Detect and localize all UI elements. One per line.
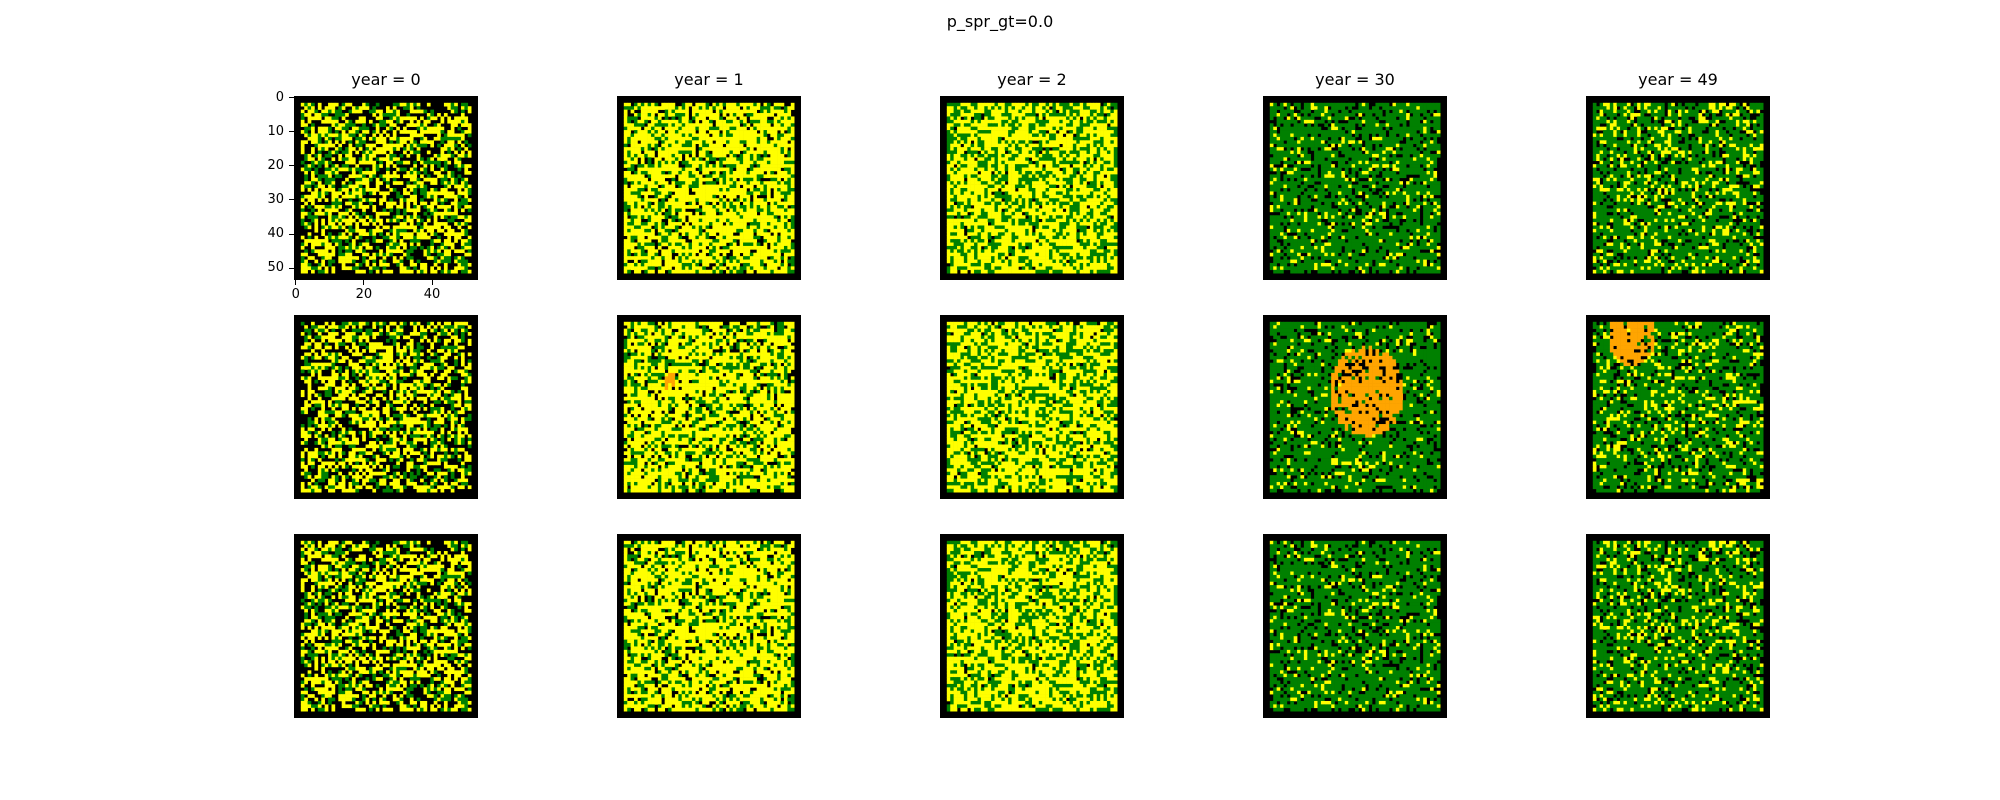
- heatmap-panel: [940, 534, 1124, 718]
- x-tick-mark: [295, 280, 297, 285]
- heatmap-panel: [1586, 315, 1770, 499]
- heatmap-panel: [294, 315, 478, 499]
- panel-title: year = 0: [294, 70, 478, 89]
- y-tick-mark: [289, 233, 294, 235]
- heatmap-panel: [940, 315, 1124, 499]
- y-tick-label: 20: [256, 158, 284, 173]
- figure-suptitle: p_spr_gt=0.0: [0, 12, 2000, 31]
- y-tick-label: 0: [256, 90, 284, 105]
- y-tick-mark: [289, 131, 294, 133]
- panel-title: year = 1: [617, 70, 801, 89]
- panel-title: year = 2: [940, 70, 1124, 89]
- heatmap-panel: [1263, 534, 1447, 718]
- x-tick-label: 40: [417, 287, 447, 302]
- y-tick-mark: [289, 199, 294, 201]
- heatmap-panel: [1263, 315, 1447, 499]
- heatmap-panel: [1263, 96, 1447, 280]
- x-tick-label: 0: [281, 287, 311, 302]
- y-tick-mark: [289, 267, 294, 269]
- heatmap-panel: [294, 96, 478, 280]
- panel-title: year = 49: [1586, 70, 1770, 89]
- y-tick-label: 10: [256, 124, 284, 139]
- y-tick-label: 50: [256, 260, 284, 275]
- heatmap-panel: [617, 315, 801, 499]
- y-tick-label: 30: [256, 192, 284, 207]
- x-tick-label: 20: [349, 287, 379, 302]
- y-tick-label: 40: [256, 226, 284, 241]
- heatmap-panel: [940, 96, 1124, 280]
- y-tick-mark: [289, 97, 294, 99]
- panel-title: year = 30: [1263, 70, 1447, 89]
- x-tick-mark: [431, 280, 433, 285]
- heatmap-panel: [294, 534, 478, 718]
- heatmap-panel: [617, 96, 801, 280]
- x-tick-mark: [363, 280, 365, 285]
- y-tick-mark: [289, 165, 294, 167]
- heatmap-panel: [1586, 96, 1770, 280]
- heatmap-panel: [617, 534, 801, 718]
- heatmap-panel: [1586, 534, 1770, 718]
